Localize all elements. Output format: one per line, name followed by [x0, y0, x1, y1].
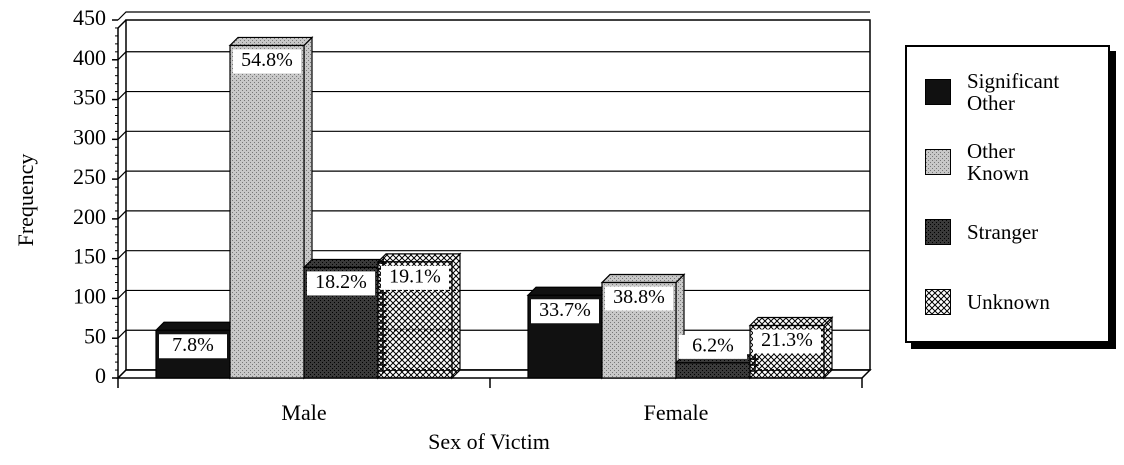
legend-label: Unknown: [967, 290, 1050, 314]
bar-side: [451, 252, 461, 380]
percent-label-box: [159, 334, 227, 359]
bar-top: [748, 316, 834, 327]
percent-label: 7.8%: [172, 334, 214, 356]
bar-side: [823, 316, 833, 380]
grid-line: [117, 250, 870, 260]
legend-label: Stranger: [967, 220, 1039, 244]
percent-label-box: [531, 299, 599, 324]
percent-label-box: [381, 265, 449, 290]
y-axis-depth: [117, 19, 127, 29]
legend-swatch: [925, 149, 951, 175]
grid-line: [117, 130, 870, 140]
y-tick-label: 150: [73, 244, 106, 269]
grid-line: [117, 90, 870, 100]
bar: [675, 362, 751, 379]
y-tick-label: 250: [73, 164, 106, 189]
legend-entry: Stranger: [925, 197, 1108, 267]
y-tick-label: 350: [73, 85, 106, 110]
legend-entry: Other Known: [925, 127, 1108, 197]
legend-swatch: [925, 79, 951, 105]
legend-swatch: [925, 219, 951, 245]
percent-label: 33.7%: [539, 299, 591, 321]
percent-label-box: [605, 286, 673, 311]
legend-swatch: [925, 289, 951, 315]
percent-label: 54.8%: [241, 49, 293, 71]
grid-line: [117, 51, 870, 61]
percent-label: 38.8%: [613, 286, 665, 308]
bar-top: [526, 286, 612, 296]
bar-top: [154, 321, 240, 331]
x-axis-label: Sex of Victim: [428, 429, 550, 454]
grid-line: [117, 210, 870, 220]
percent-label-box: [679, 334, 747, 359]
y-tick-label: 50: [84, 323, 106, 348]
y-tick-label: 450: [73, 5, 106, 30]
legend-label: Significant Other: [967, 69, 1060, 115]
x-tick-label: Female: [644, 400, 709, 425]
legend-entry: Unknown: [925, 267, 1108, 337]
bar: [229, 44, 305, 379]
percent-label: 21.3%: [761, 329, 813, 351]
percent-label: 18.2%: [315, 271, 367, 293]
bar-top: [376, 253, 462, 263]
grid-line: [117, 170, 870, 180]
y-tick-label: 100: [73, 283, 106, 308]
legend-entry: Significant Other: [925, 57, 1108, 127]
y-tick-label: 200: [73, 204, 106, 229]
percent-label: 19.1%: [389, 265, 441, 287]
y-tick-label: 300: [73, 124, 106, 149]
bar-top: [228, 36, 314, 47]
x-tick-label: Male: [281, 400, 326, 425]
percent-label-box: [233, 49, 301, 74]
y-axis-label: Frequency: [13, 154, 38, 247]
legend: Significant Other Other Known Stranger Unkn…: [905, 45, 1110, 343]
percent-label-box: [307, 271, 375, 296]
y-tick-label: 0: [95, 363, 106, 388]
percent-label-box: [753, 329, 821, 354]
bar-top: [302, 258, 388, 269]
legend-label: Other Known: [967, 139, 1029, 185]
y-tick-label: 400: [73, 45, 106, 70]
percent-label: 6.2%: [692, 334, 734, 356]
grid-line: [117, 11, 870, 21]
bar-top: [600, 273, 686, 284]
